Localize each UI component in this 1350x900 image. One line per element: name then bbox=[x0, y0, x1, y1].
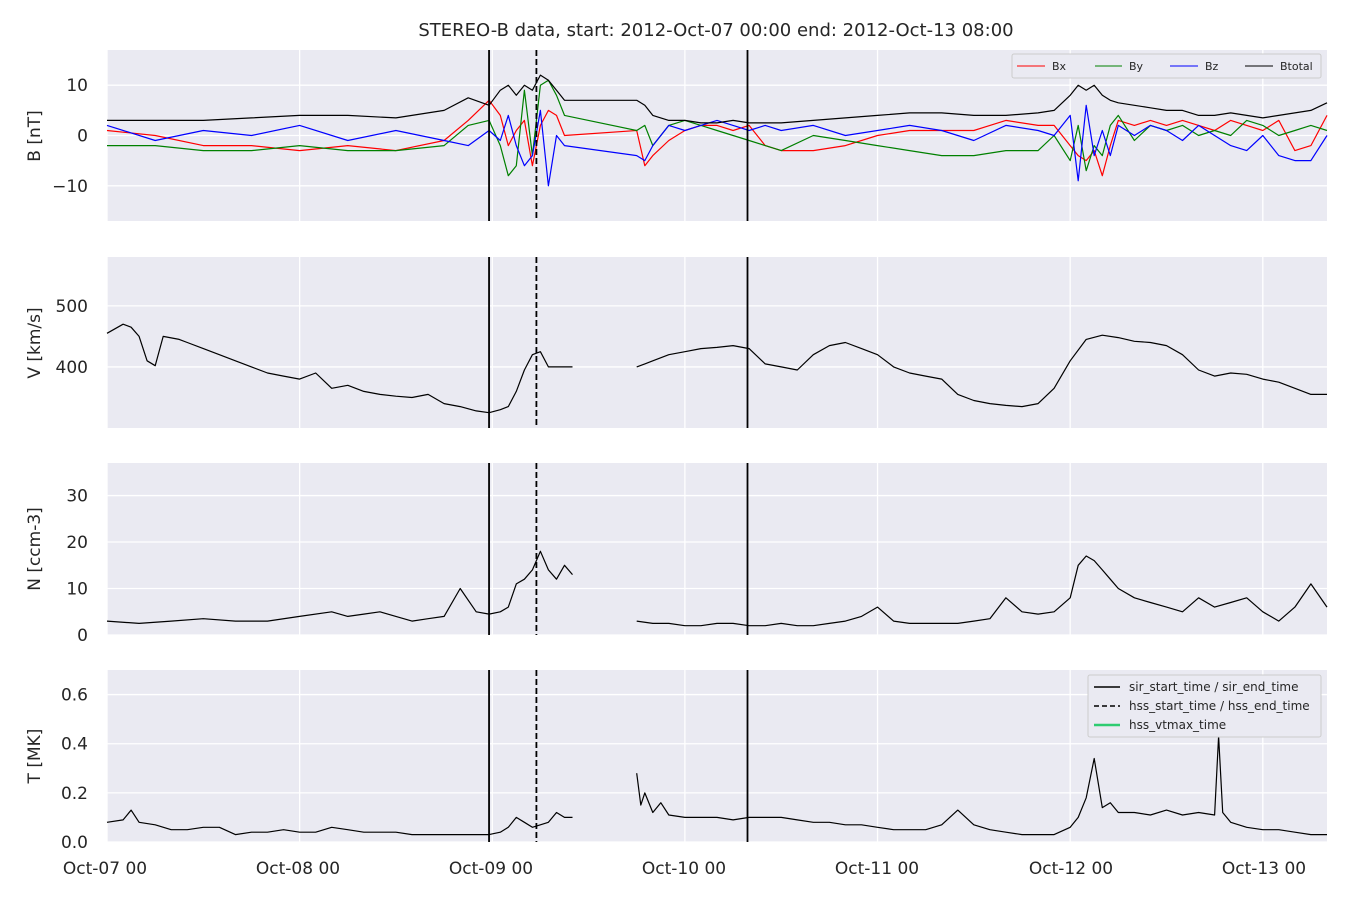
y-tick-label: 0 bbox=[77, 127, 88, 147]
y-tick-label: 30 bbox=[66, 487, 88, 507]
series-line-speed bbox=[636, 334, 1327, 408]
y-tick-label: 0.2 bbox=[61, 784, 88, 804]
y-axis-label: T [MK] bbox=[25, 729, 45, 785]
y-tick-label: 500 bbox=[56, 297, 88, 317]
event-markers bbox=[488, 670, 749, 842]
legend-box bbox=[1087, 674, 1322, 738]
x-tick-labels: Oct-07 00 Oct-08 00 Oct-09 00 Oct-10 00 … bbox=[63, 859, 1306, 879]
series-line-density bbox=[636, 555, 1328, 627]
legend-label-vtmax: hss_vtmax_time bbox=[1129, 718, 1226, 732]
legend-label-bx: Bx bbox=[1052, 60, 1067, 73]
figure-title: STEREO-B data, start: 2012-Oct-07 00:00 … bbox=[418, 20, 1013, 41]
y-tick-label: 10 bbox=[66, 76, 88, 96]
y-tick-label: 0.4 bbox=[61, 735, 88, 755]
legend-label-by: By bbox=[1129, 60, 1144, 73]
series-line-temperature bbox=[636, 735, 1327, 836]
series-line-bz bbox=[106, 104, 1328, 187]
legend-mag: Bx By Bz Btotal bbox=[1011, 53, 1322, 79]
series-layer bbox=[106, 74, 1328, 187]
panel-temperature: 0.0 0.2 0.4 0.6 T [MK] sir_start_time / sir… bbox=[25, 670, 1327, 853]
legend-label-sir: sir_start_time / sir_end_time bbox=[1129, 680, 1299, 694]
y-tick-label: 10 bbox=[66, 580, 88, 600]
panel-magnetic-field: −10 0 10 B [nT] Bx By Bz Btotal bbox=[25, 50, 1328, 221]
y-tick-labels: 0 10 20 30 bbox=[66, 487, 88, 646]
x-tick-label: Oct-07 00 bbox=[63, 859, 147, 879]
y-axis-label: B [nT] bbox=[25, 110, 45, 162]
y-tick-label: 20 bbox=[66, 533, 88, 553]
panel-background bbox=[107, 257, 1327, 428]
event-markers bbox=[488, 463, 749, 635]
panel-speed: 400 500 V [km/s] bbox=[25, 257, 1327, 428]
x-tick-label: Oct-13 00 bbox=[1222, 859, 1306, 879]
y-axis-label: V [km/s] bbox=[25, 307, 45, 378]
event-markers bbox=[488, 50, 749, 221]
x-tick-label: Oct-11 00 bbox=[835, 859, 919, 879]
panel-background bbox=[107, 463, 1327, 635]
y-tick-label: −10 bbox=[52, 177, 88, 197]
series-layer bbox=[106, 550, 1328, 627]
x-tick-label: Oct-10 00 bbox=[642, 859, 726, 879]
legend-label-hss: hss_start_time / hss_end_time bbox=[1129, 699, 1310, 713]
series-line-density bbox=[106, 550, 573, 624]
panel-density: 0 10 20 30 N [ccm-3] bbox=[25, 463, 1328, 646]
x-tick-label: Oct-09 00 bbox=[449, 859, 533, 879]
grid-lines bbox=[106, 463, 1327, 636]
legend-label-bz: Bz bbox=[1205, 60, 1219, 73]
event-markers bbox=[488, 257, 749, 428]
x-tick-label: Oct-08 00 bbox=[256, 859, 340, 879]
series-line-btotal bbox=[107, 74, 1328, 124]
series-layer bbox=[106, 323, 1327, 414]
legend-label-btotal: Btotal bbox=[1280, 60, 1313, 73]
y-tick-label: 0.6 bbox=[61, 686, 88, 706]
legend-events: sir_start_time / sir_end_time hss_start_… bbox=[1087, 674, 1322, 738]
x-tick-label: Oct-12 00 bbox=[1029, 859, 1113, 879]
y-axis-label: N [ccm-3] bbox=[25, 507, 45, 591]
series-layer bbox=[106, 735, 1327, 836]
legend-box bbox=[1011, 53, 1322, 79]
series-line-speed bbox=[106, 323, 573, 414]
y-tick-labels: 0.0 0.2 0.4 0.6 bbox=[61, 686, 88, 853]
y-tick-labels: 400 500 bbox=[56, 297, 88, 378]
series-line-temperature bbox=[106, 809, 573, 836]
grid-lines bbox=[106, 50, 1327, 221]
y-tick-label: 0 bbox=[77, 626, 88, 646]
y-tick-label: 0.0 bbox=[61, 833, 88, 853]
y-tick-labels: −10 0 10 bbox=[52, 76, 88, 197]
grid-lines bbox=[106, 257, 1327, 428]
y-tick-label: 400 bbox=[56, 358, 88, 378]
